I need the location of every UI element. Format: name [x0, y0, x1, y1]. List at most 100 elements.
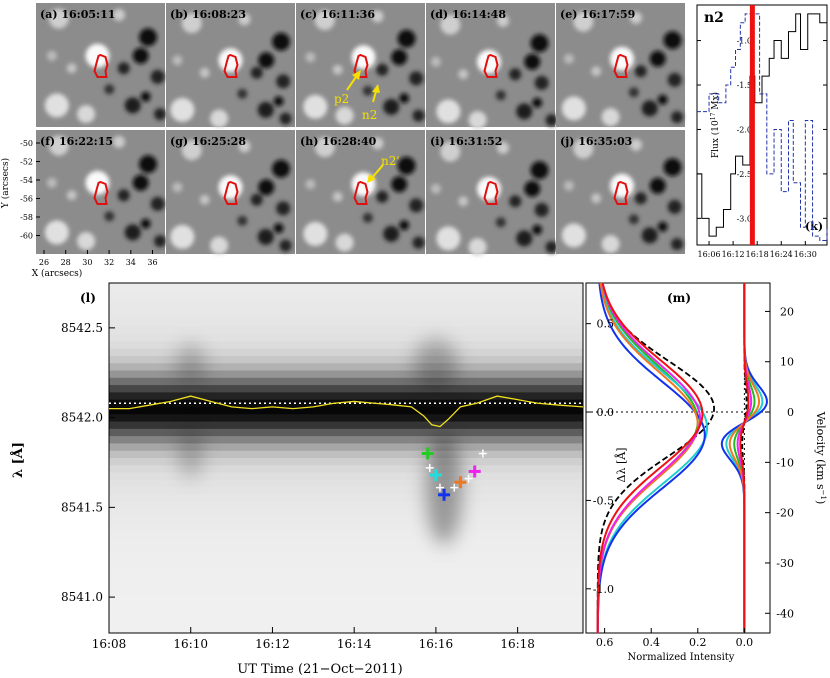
spectral-band [109, 465, 583, 474]
magnetic-spot [199, 194, 210, 205]
magnetic-spot [440, 14, 461, 35]
panel-time: 16:25:28 [192, 135, 246, 148]
contour-region [223, 180, 239, 205]
magnetic-spot [218, 175, 243, 200]
profile-left-ytick-label: -1.0 [593, 583, 614, 596]
magnetic-spot [279, 112, 292, 125]
panel-label: (g) 16:25:28 [170, 135, 246, 148]
profile-right-ytick-label: -40 [776, 607, 794, 620]
flux-ylabel-exp: 17 [710, 112, 717, 120]
annotation-n2-prime: n2' [381, 154, 400, 168]
panel-time: 16:14:48 [452, 8, 506, 21]
map-xtick-label: 26 [39, 258, 49, 267]
magnetic-spot [172, 55, 183, 66]
spectral-band [109, 297, 583, 306]
panel-time: 16:28:40 [322, 135, 376, 148]
magnetic-spot [258, 52, 275, 69]
time-marker-cross [425, 463, 434, 472]
spectral-band [109, 428, 583, 437]
magnetic-spot [139, 155, 158, 174]
profile-ylabel-left: Δλ [Å] [614, 448, 628, 483]
panel-tag: (d) [430, 8, 452, 21]
spectral-band [109, 552, 583, 561]
magnetic-spot [657, 221, 668, 232]
map-ytick-label: -54 [20, 176, 33, 185]
map-ytick-label: -60 [20, 232, 33, 241]
magnetic-spot [530, 161, 549, 180]
panel-label: (f) 16:22:15 [40, 135, 113, 148]
map-ytick-label: -52 [20, 158, 33, 167]
magnetogram-panel: (a) 16:05:11 [36, 3, 167, 127]
magnetic-spot [276, 201, 291, 216]
heatmap-ytick-label: 8542.0 [61, 411, 103, 425]
magnetic-spot [237, 88, 248, 99]
magnetic-spot [430, 183, 441, 194]
magnetic-spot [409, 71, 424, 86]
annotation-p2: p2 [334, 92, 349, 106]
magnetic-spot [140, 218, 151, 229]
profile-ylabel-right-exp: −1 [819, 490, 827, 500]
magnetogram-panel: (i) 16:31:52 [426, 130, 558, 257]
magnetic-spot [139, 28, 158, 47]
spectral-band [109, 530, 583, 539]
map-y-axis: -50 -52 -54 -56 -58 -60 Y (arcsecs) [0, 139, 40, 241]
profile-right-ytick-label: -10 [776, 456, 794, 469]
spectral-band [109, 312, 583, 320]
magnetic-spot [66, 63, 77, 74]
spectral-band [109, 523, 583, 532]
spectral-band [109, 334, 583, 342]
magnetic-spot [257, 228, 274, 245]
arrow-n2-head [372, 84, 380, 93]
magnetic-spot [210, 236, 229, 255]
magnetic-spot [524, 53, 541, 70]
magnetic-spot [258, 179, 275, 196]
flux-series-dashed [697, 13, 828, 242]
magnetic-spot [412, 236, 425, 249]
heatmap-xtick-label: 16:14 [337, 637, 372, 651]
map-ytick-label: -56 [20, 195, 33, 204]
magnetic-spot [305, 179, 316, 190]
magnetic-spot [140, 91, 151, 102]
magnetic-spot [534, 75, 549, 90]
spectral-band [109, 290, 583, 299]
panel-label: (e) 16:17:59 [560, 8, 635, 21]
magnetic-spot [77, 105, 96, 124]
magnetic-spot [649, 50, 666, 67]
magnetic-spot [238, 140, 251, 153]
magnetic-spot [48, 135, 69, 156]
magnetic-spot [85, 43, 110, 68]
map-xtick-label: 30 [82, 258, 92, 267]
profile-xtick-label: 0.4 [642, 636, 660, 649]
spectral-band [109, 304, 583, 313]
magnetogram-panels: (a) 16:05:11 (b) 16:08:23 (c) 16:11:36 (d) … [36, 3, 685, 257]
spectral-band [109, 501, 583, 510]
spectral-band [109, 385, 583, 393]
flux-ytick-label: -1.5 [737, 81, 752, 90]
magnetogram-panel: (h) 16:28:40 [296, 130, 425, 254]
centroid-curve [109, 395, 584, 428]
spectral-band [109, 560, 583, 568]
magnetic-spot [516, 103, 533, 120]
magnetic-spot [303, 221, 328, 246]
magnetogram-features [430, 14, 558, 130]
magnetogram-features [561, 11, 684, 127]
profile-right-ytick-label: -20 [776, 507, 794, 520]
time-marker-cross [421, 447, 434, 460]
magnetic-spot [667, 72, 682, 87]
panel-tag: (a) [40, 8, 61, 21]
panel-time: 16:17:59 [581, 8, 635, 21]
magnetic-spot [332, 191, 343, 202]
flux-ytick-label: -2.0 [737, 125, 752, 134]
flux-panel-tag: (k) [805, 220, 823, 233]
heatmap-xlabel: UT Time (21−Oct−2011) [237, 662, 402, 677]
heatmap-ytick-label: 8542.5 [61, 321, 103, 335]
time-marker-cross [450, 483, 459, 492]
heatmap-panel-tag: (l) [80, 291, 96, 305]
profile-xtick-label: 0.2 [689, 636, 707, 649]
map-x-axis: 26 28 30 32 34 36 X (arcsecs) [32, 250, 158, 279]
profile-ylabel-right: Velocity (km s−1) [814, 411, 827, 505]
magnetic-spot [272, 159, 291, 178]
spectral-band [109, 538, 583, 546]
annotation-arrows: p2 n2 n2' [334, 70, 400, 183]
magnetic-spot [496, 141, 509, 154]
